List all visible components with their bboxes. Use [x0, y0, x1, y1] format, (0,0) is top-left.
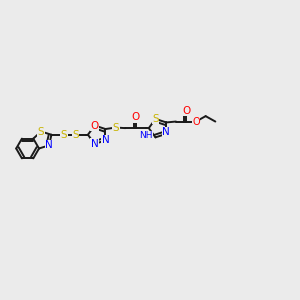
- Text: N: N: [162, 127, 170, 137]
- Text: S: S: [72, 130, 79, 140]
- Text: S: S: [152, 114, 159, 124]
- Text: O: O: [131, 112, 140, 122]
- Text: S: S: [38, 127, 44, 136]
- Text: NH: NH: [139, 131, 153, 140]
- Text: S: S: [61, 130, 67, 140]
- Text: N: N: [45, 140, 53, 150]
- Text: O: O: [91, 121, 99, 130]
- Text: S: S: [112, 122, 119, 133]
- Text: N: N: [102, 135, 109, 146]
- Text: O: O: [182, 106, 190, 116]
- Text: O: O: [192, 116, 200, 127]
- Text: N: N: [91, 139, 98, 149]
